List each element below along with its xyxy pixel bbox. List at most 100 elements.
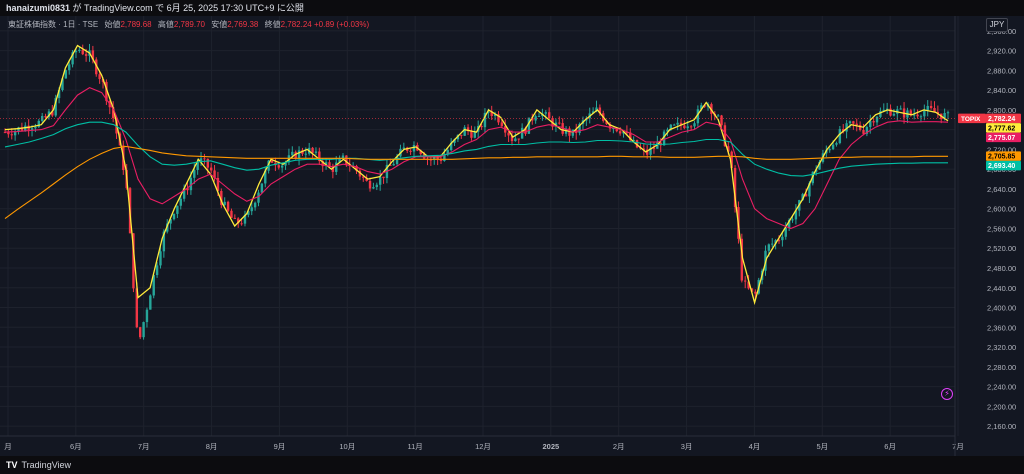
open-label: 始値 bbox=[104, 20, 121, 29]
chart-area[interactable]: 2,160.00 2,200.00 2,240.00 2,280.00 2,320.00… bbox=[0, 16, 1024, 456]
candle-body bbox=[182, 188, 186, 199]
symbol-name[interactable]: 東証株価指数 · 1日 · TSE bbox=[8, 20, 99, 29]
candle-body bbox=[412, 144, 416, 152]
candle-body bbox=[223, 201, 226, 205]
candle-body bbox=[358, 170, 362, 177]
candle-body bbox=[804, 194, 808, 197]
author-name[interactable]: hanaizumi0831 bbox=[6, 3, 71, 13]
candle-body bbox=[703, 105, 706, 107]
candle-body bbox=[389, 164, 392, 166]
candle-body bbox=[649, 147, 652, 155]
x-tick-label: 7月 bbox=[952, 442, 964, 451]
y-tick-label: 2,400.00 bbox=[987, 304, 1016, 313]
candle-body bbox=[869, 121, 872, 127]
candle-body bbox=[497, 114, 500, 123]
candle-body bbox=[78, 49, 81, 52]
candle-body bbox=[54, 98, 57, 116]
candle-body bbox=[209, 167, 213, 171]
candle-body bbox=[145, 309, 149, 323]
y-tick-label: 2,880.00 bbox=[987, 66, 1016, 75]
candle-body bbox=[155, 265, 159, 275]
candle-body bbox=[855, 123, 858, 125]
candle-body bbox=[885, 108, 889, 110]
candle-body bbox=[132, 233, 135, 289]
y-tick-label: 2,800.00 bbox=[987, 106, 1016, 115]
candle-body bbox=[510, 135, 514, 142]
candle-body bbox=[514, 138, 517, 142]
x-tick-label: 12月 bbox=[475, 442, 491, 451]
candle-body bbox=[84, 54, 88, 56]
candle-body bbox=[470, 131, 473, 138]
candle-body bbox=[622, 131, 625, 134]
symbol-badge bbox=[958, 113, 986, 124]
candle-body bbox=[169, 219, 172, 224]
x-tick-label: 4月 bbox=[749, 442, 761, 451]
candle-body bbox=[845, 123, 848, 132]
candle-body bbox=[189, 177, 193, 191]
candle-body bbox=[34, 126, 37, 129]
candle-body bbox=[919, 116, 923, 118]
candle-body bbox=[473, 131, 477, 138]
candle-body bbox=[818, 161, 821, 170]
candle-body bbox=[284, 162, 287, 166]
y-tick-label: 2,240.00 bbox=[987, 383, 1016, 392]
candle-body bbox=[179, 198, 182, 206]
candle-body bbox=[656, 142, 659, 149]
candle-body bbox=[544, 112, 547, 114]
candle-body bbox=[328, 162, 331, 167]
candle-body bbox=[304, 153, 308, 155]
candle-body bbox=[547, 112, 551, 119]
candle-body bbox=[264, 170, 267, 184]
price-badge-value: 2,777.62 bbox=[988, 125, 1015, 132]
x-tick-label: 7月 bbox=[138, 442, 150, 451]
candle-body bbox=[568, 128, 571, 136]
candle-body bbox=[831, 144, 835, 150]
candle-body bbox=[929, 105, 933, 109]
candle-body bbox=[926, 105, 929, 111]
candle-body bbox=[645, 149, 649, 155]
candle-body bbox=[439, 159, 443, 161]
candle-body bbox=[314, 151, 318, 153]
candle-body bbox=[260, 183, 264, 193]
candle-body bbox=[720, 115, 723, 126]
low-label: 安値 bbox=[211, 20, 228, 29]
candle-body bbox=[10, 134, 13, 136]
candle-body bbox=[578, 123, 581, 133]
candle-body bbox=[676, 122, 679, 125]
candle-body bbox=[727, 146, 730, 152]
price-chart[interactable]: 2,160.00 2,200.00 2,240.00 2,280.00 2,320.00… bbox=[0, 16, 1024, 456]
candle-body bbox=[37, 120, 40, 127]
candle-body bbox=[176, 205, 179, 214]
candle-body bbox=[913, 114, 916, 116]
y-tick-label: 2,280.00 bbox=[987, 363, 1016, 372]
candle-body bbox=[740, 238, 744, 281]
open-value: 2,789.68 bbox=[120, 20, 152, 29]
candle-body bbox=[679, 122, 683, 126]
candle-body bbox=[524, 127, 527, 134]
high-label: 高値 bbox=[157, 20, 174, 29]
candle-body bbox=[375, 184, 378, 188]
currency-button[interactable]: JPY bbox=[986, 18, 1008, 32]
y-tick-label: 2,600.00 bbox=[987, 205, 1016, 214]
lightning-icon[interactable]: ⚡ bbox=[941, 388, 953, 400]
candle-body bbox=[453, 139, 456, 143]
candle-body bbox=[409, 150, 412, 152]
candle-body bbox=[247, 211, 250, 215]
candle-body bbox=[13, 131, 17, 136]
candle-body bbox=[835, 143, 838, 145]
candle-body bbox=[436, 157, 439, 160]
candle-body bbox=[368, 180, 372, 189]
price-badge-value: 2,775.07 bbox=[988, 135, 1015, 142]
candle-body bbox=[487, 111, 490, 113]
y-tick-label: 2,560.00 bbox=[987, 224, 1016, 233]
candle-body bbox=[250, 207, 253, 212]
candle-body bbox=[402, 147, 406, 149]
x-tick-label: 8月 bbox=[206, 442, 218, 451]
y-tick-label: 2,320.00 bbox=[987, 343, 1016, 352]
candle-body bbox=[230, 210, 233, 218]
candle-body bbox=[618, 131, 622, 134]
candle-body bbox=[362, 176, 365, 178]
candle-body bbox=[852, 121, 855, 124]
x-tick-label: 3月 bbox=[681, 442, 693, 451]
candle-body bbox=[51, 111, 54, 116]
